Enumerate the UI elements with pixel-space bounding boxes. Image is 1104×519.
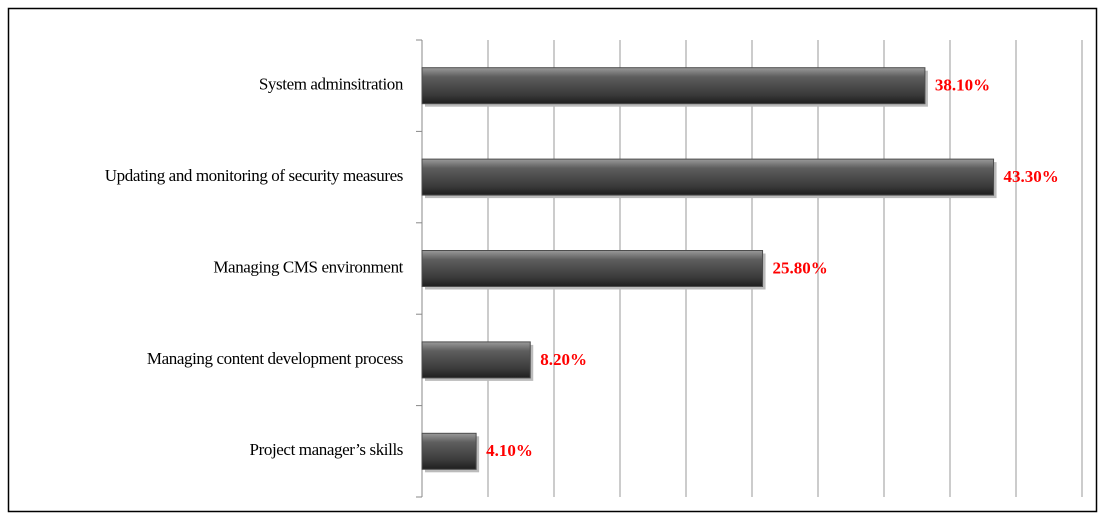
bar [421,67,926,105]
data-label: 43.30% [1004,167,1059,186]
category-label: Managing content development process [147,349,403,368]
data-label: 8.20% [540,350,587,369]
category-label: Managing CMS environment [213,257,403,276]
data-label: 25.80% [773,258,828,277]
bar [421,341,531,379]
bar [421,432,477,470]
data-label: 4.10% [486,441,533,460]
category-label: Updating and monitoring of security meas… [105,166,403,185]
data-label: 38.10% [935,76,990,95]
category-label: System adminsitration [259,75,404,94]
bar [421,250,764,287]
category-label: Project manager’s skills [250,440,403,459]
bar [421,158,995,196]
